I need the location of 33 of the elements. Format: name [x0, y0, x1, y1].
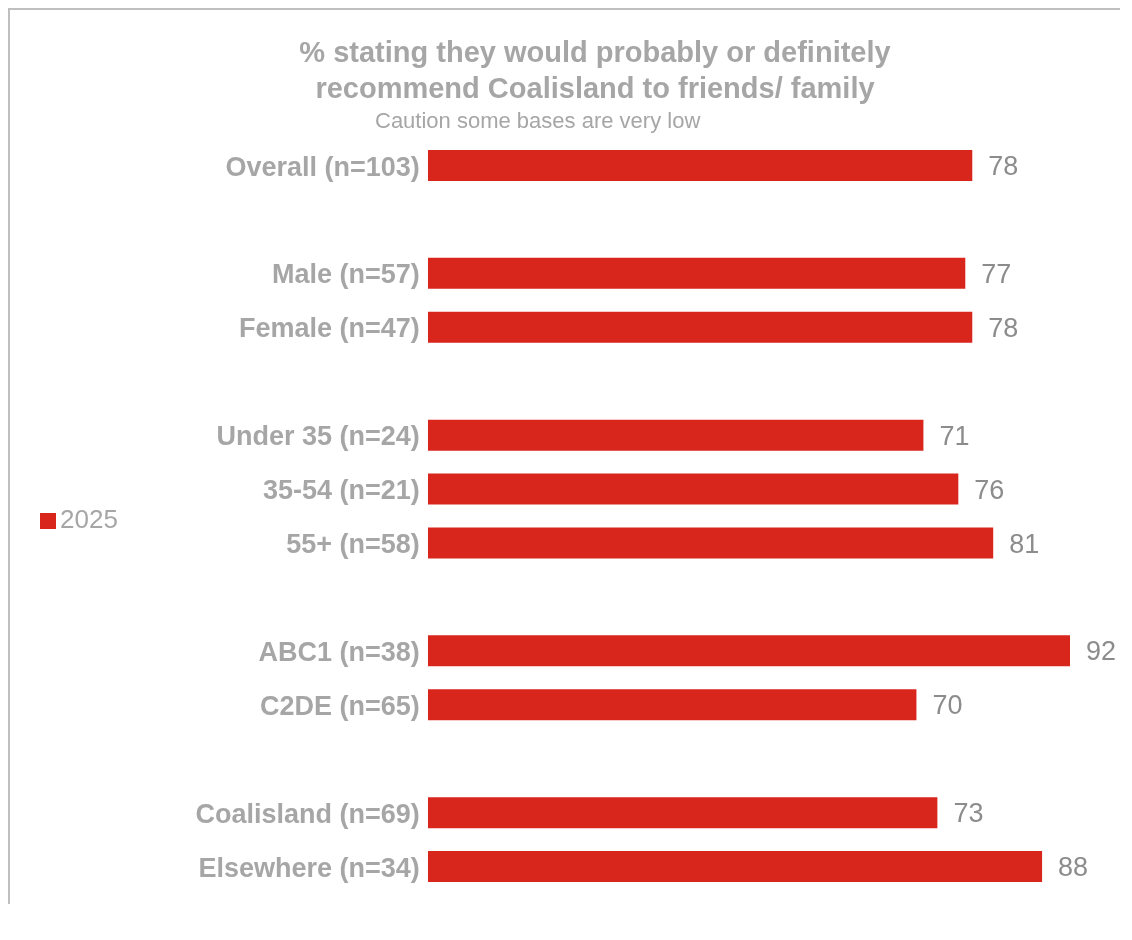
- data-label: 78: [988, 312, 1019, 343]
- data-label: 81: [1009, 528, 1040, 559]
- data-label: 76: [974, 474, 1005, 505]
- data-label: 73: [953, 798, 984, 829]
- bar: [427, 311, 973, 343]
- y-tick-label: Under 35 (n=24): [216, 421, 420, 452]
- chart-subtitle: Caution some bases are very low: [375, 108, 702, 134]
- bar: [427, 797, 938, 829]
- y-tick-label: Male (n=57): [272, 259, 420, 290]
- y-tick-label: ABC1 (n=38): [258, 636, 420, 667]
- bar: [427, 473, 959, 505]
- data-label: 88: [1058, 852, 1089, 883]
- bar: [427, 851, 1043, 883]
- chart-title: % stating they would probably or definitely recommend Coalisland to friends/ family: [298, 35, 892, 106]
- bar: [427, 257, 966, 289]
- y-tick-label: 35-54 (n=21): [263, 475, 420, 506]
- y-tick-label: Female (n=47): [239, 313, 420, 344]
- data-label: 70: [932, 690, 963, 721]
- bar: [427, 527, 994, 559]
- bar: [427, 689, 917, 721]
- data-label: 71: [939, 420, 970, 451]
- bar: [427, 150, 973, 181]
- y-tick-label: 55+ (n=58): [286, 529, 420, 560]
- y-tick-label: Elsewhere (n=34): [198, 852, 420, 883]
- data-label: 78: [988, 151, 1019, 182]
- bar: [427, 419, 924, 451]
- y-tick-label: Coalisland (n=69): [195, 798, 420, 829]
- legend-label: 2025: [60, 503, 118, 534]
- data-label: 77: [981, 258, 1012, 289]
- y-tick-label: Overall (n=103): [225, 151, 420, 182]
- y-tick-label: C2DE (n=65): [260, 690, 420, 721]
- data-label: 92: [1086, 636, 1117, 667]
- bar: [427, 635, 1070, 667]
